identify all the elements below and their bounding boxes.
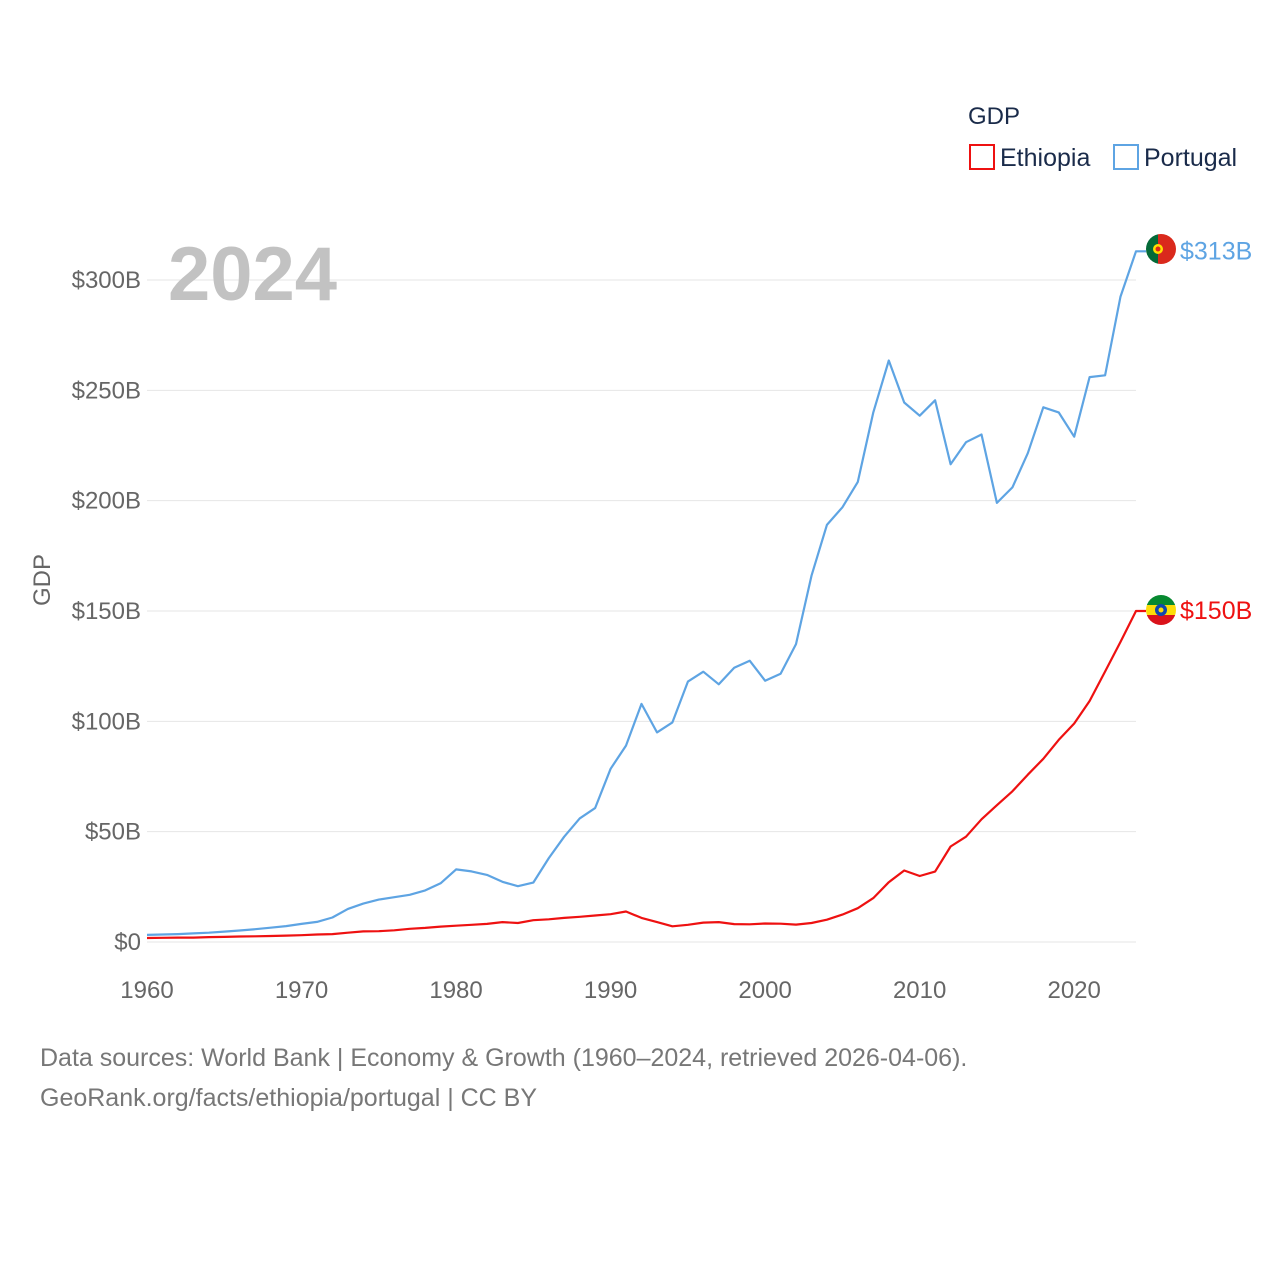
- legend-label-ethiopia[interactable]: Ethiopia: [1000, 144, 1090, 172]
- footer-attribution: GeoRank.org/facts/ethiopia/portugal | CC…: [40, 1084, 538, 1112]
- x-tick-label: 1970: [275, 977, 328, 1004]
- gridlines: [147, 279, 1136, 943]
- legend: GDP Ethiopia Portugal: [968, 103, 1237, 172]
- x-tick-label: 1960: [120, 977, 173, 1004]
- end-label-ethiopia: $150B: [1180, 597, 1252, 625]
- ethiopia-flag-icon: [1146, 595, 1176, 625]
- y-tick-label: $100B: [72, 708, 141, 735]
- y-tick-label: $0: [114, 929, 141, 956]
- y-tick-label: $250B: [72, 377, 141, 404]
- y-axis-title: GDP: [29, 554, 56, 606]
- y-tick-label: $200B: [72, 488, 141, 515]
- end-labels: $150B $313B: [1180, 237, 1252, 625]
- portugal-flag-icon: [1146, 234, 1176, 264]
- y-tick-label: $50B: [85, 819, 141, 846]
- y-tick-label: $300B: [72, 267, 141, 294]
- x-tick-label: 2020: [1047, 977, 1100, 1004]
- y-tick-label: $150B: [72, 598, 141, 625]
- x-tick-label: 1990: [584, 977, 637, 1004]
- x-tick-label: 1980: [429, 977, 482, 1004]
- x-tick-label: 2000: [738, 977, 791, 1004]
- x-axis-ticks: 1960 1970 1980 1990 2000 2010 2020: [120, 977, 1101, 1004]
- x-tick-label: 2010: [893, 977, 946, 1004]
- end-label-portugal: $313B: [1180, 237, 1252, 265]
- series-line-portugal[interactable]: [146, 250, 1146, 936]
- legend-label-portugal[interactable]: Portugal: [1144, 144, 1237, 172]
- series-lines: [146, 250, 1146, 940]
- year-label: 2024: [168, 232, 337, 317]
- legend-title: GDP: [968, 103, 1020, 130]
- legend-swatch-ethiopia[interactable]: [969, 144, 995, 170]
- series-line-ethiopia[interactable]: [146, 609, 1146, 940]
- y-axis-ticks: $0 $50B $100B $150B $200B $250B $300B: [72, 267, 141, 956]
- legend-swatch-portugal[interactable]: [1113, 144, 1139, 170]
- footer-sources: Data sources: World Bank | Economy & Gro…: [40, 1044, 968, 1072]
